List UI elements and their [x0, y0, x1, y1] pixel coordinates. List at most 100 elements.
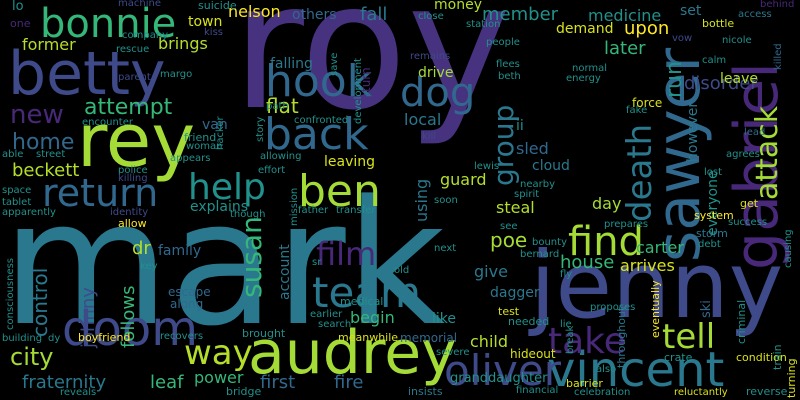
word-upon: upon	[624, 18, 670, 39]
word-dy: dy	[48, 333, 61, 344]
word-roy: roy	[232, 0, 511, 149]
word-drive: drive	[418, 65, 454, 81]
word-energy: energy	[566, 73, 601, 84]
word-margo: margo	[160, 69, 193, 80]
word-proposes: proposes	[590, 302, 636, 313]
word-spirit: spirit	[514, 189, 540, 200]
word-break: break	[565, 325, 576, 354]
word-success: success	[728, 217, 768, 228]
word-house: house	[560, 252, 615, 273]
word-like: like	[432, 311, 457, 327]
word-however: however	[685, 101, 701, 162]
word-lo: lo	[12, 0, 24, 14]
word-death: death	[620, 123, 660, 222]
word-financial: financial	[516, 385, 559, 396]
word-crate: crate	[664, 351, 693, 364]
word-meanwhile: meanwhile	[338, 331, 399, 344]
word-criminal: criminal	[735, 299, 748, 344]
word-recovers: recovers	[160, 331, 204, 342]
word-system: system	[694, 209, 734, 222]
word-later: later	[604, 38, 646, 59]
word-mark: mark	[2, 163, 446, 364]
word-falling: falling	[270, 56, 313, 72]
word-oliver: oliver	[444, 346, 561, 395]
word-prepares: prepares	[604, 219, 649, 230]
word-bonnie: bonnie	[40, 1, 177, 47]
word-lewis: lewis	[474, 161, 500, 172]
word-police: police	[118, 165, 148, 176]
word-begin: begin	[350, 308, 395, 327]
word-turning: turning	[785, 358, 798, 398]
word-reluctantly: reluctantly	[674, 387, 728, 398]
word-family: family	[158, 243, 202, 259]
word-encounter: encounter	[82, 117, 133, 128]
word-bernard: bernard	[520, 249, 560, 260]
word-close: close	[418, 11, 444, 22]
word-money: money	[434, 0, 482, 13]
word-hideout: hideout	[510, 347, 556, 361]
word-guard: guard	[440, 170, 487, 189]
word-lie: lie	[560, 319, 572, 330]
word-one: one	[10, 17, 31, 30]
word-tablet: tablet	[2, 197, 32, 208]
word-kiss: kiss	[204, 27, 223, 38]
word-hook: hook	[265, 56, 373, 107]
word-agrees: agrees	[726, 149, 760, 160]
word-effort: effort	[258, 165, 286, 176]
word-medical: medical	[340, 295, 384, 308]
word-fire: fire	[334, 372, 364, 393]
word-fake: fake	[626, 105, 648, 116]
word-able: able	[2, 149, 24, 160]
word-old: old	[394, 265, 410, 276]
word-severe: severe	[436, 347, 470, 358]
word-allow: allow	[118, 217, 147, 230]
word-ii: ii	[516, 118, 524, 134]
word-power: power	[194, 368, 244, 387]
word-access: access	[738, 9, 772, 20]
word-van: van	[202, 117, 228, 133]
word-vow: vow	[672, 33, 693, 44]
word-account: account	[277, 244, 293, 300]
word-eventually: eventually	[649, 280, 662, 338]
word-ben: ben	[298, 166, 381, 217]
word-others: others	[292, 7, 337, 23]
word-group: group	[487, 104, 520, 186]
word-throughout: throughout	[615, 306, 628, 368]
word-test: test	[498, 305, 520, 318]
word-celebration: celebration	[574, 387, 631, 398]
word-reveals: reveals	[60, 387, 97, 398]
word-next: next	[434, 243, 457, 254]
word-nicole: nicole	[722, 35, 752, 46]
word-ski: ski	[699, 300, 714, 318]
word-condition: condition	[736, 351, 787, 364]
word-steal: steal	[496, 198, 535, 217]
word-take: take	[548, 321, 626, 362]
word-normal: normal	[572, 63, 608, 74]
word-brings: brings	[158, 34, 208, 53]
word-consciousness: consciousness	[5, 257, 16, 330]
word-behind: behind	[760, 0, 795, 10]
word-home: home	[12, 130, 75, 155]
word-kill: kill	[422, 131, 437, 142]
word-get: get	[740, 197, 759, 210]
word-lost: lost	[704, 167, 723, 178]
word-killing: killing	[118, 173, 148, 184]
word-poe: poe	[490, 228, 528, 252]
word-leave: leave	[720, 71, 758, 87]
word-flees: flees	[496, 59, 520, 70]
word-father: father	[298, 205, 329, 216]
word-key: key	[140, 261, 158, 272]
word-first: first	[260, 372, 296, 393]
word-appears: appears	[170, 153, 211, 164]
word-remains: remains	[410, 51, 451, 62]
word-insists: insists	[408, 385, 443, 398]
word-set: set	[680, 3, 702, 19]
word-barrier: barrier	[566, 377, 603, 390]
word-company: company	[122, 30, 169, 41]
word-way: way	[184, 333, 253, 373]
word-needed: needed	[508, 315, 550, 328]
word-disorder: disorder	[684, 73, 758, 94]
word-dog: dog	[400, 70, 476, 116]
word-parent: parent	[118, 72, 151, 83]
